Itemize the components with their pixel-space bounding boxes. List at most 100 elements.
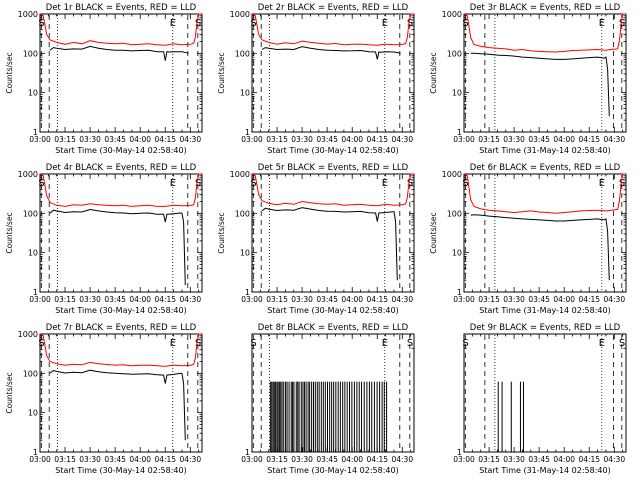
x-axis-label: Start Time (30-May-14 02:58:40) <box>55 146 186 155</box>
panel-det-2: Det 2r BLACK = Events, RED = LLD 1 10 100 10… <box>217 3 415 155</box>
panel-det-5: Det 5r BLACK = Events, RED = LLD 1 10 100 10… <box>217 163 415 315</box>
x-tick-label: 03:00 <box>453 455 475 464</box>
x-tick-label: 04:15 <box>578 135 600 144</box>
x-tick-label: 03:45 <box>316 295 338 304</box>
y-tick-label: 1000 <box>442 170 462 179</box>
panel-title: Det 9r BLACK = Events, RED = LLD <box>470 323 621 333</box>
marker-label: S <box>38 338 44 349</box>
y-tick-label: 100 <box>447 209 462 218</box>
series-lld-red <box>39 173 202 207</box>
marker-label: S <box>250 178 256 189</box>
panel-det-3: Det 3r BLACK = Events, RED = LLD 1 10 100 10… <box>429 3 627 155</box>
y-tick-label: 1 <box>457 128 462 137</box>
y-tick-label: 1 <box>245 288 250 297</box>
x-tick-label: 04:30 <box>391 295 413 304</box>
panel-det-4: Det 4r BLACK = Events, RED = LLD 1 10 100 10… <box>5 163 203 315</box>
x-tick-label: 03:30 <box>503 135 525 144</box>
series-lld-red <box>251 13 414 46</box>
y-tick-label: 10 <box>28 89 38 98</box>
x-tick-label: 03:45 <box>316 455 338 464</box>
x-tick-label: 03:45 <box>104 295 126 304</box>
y-tick-label: 1 <box>457 288 462 297</box>
x-tick-label: 04:15 <box>578 455 600 464</box>
x-tick-label: 04:00 <box>341 135 363 144</box>
x-tick-label: 03:15 <box>54 455 76 464</box>
x-tick-label: 04:30 <box>603 455 625 464</box>
y-tick-label: 1 <box>33 448 38 457</box>
y-tick-label: 10 <box>28 249 38 258</box>
y-tick-label: 10 <box>240 89 250 98</box>
x-tick-label: 04:00 <box>129 455 151 464</box>
panel-det-6: Det 6r BLACK = Events, RED = LLD 1 10 100 10… <box>429 163 627 315</box>
series-lld-red <box>251 173 414 207</box>
x-axis-label: Start Time (30-May-14 02:58:40) <box>55 306 186 315</box>
plot-frame <box>251 13 415 133</box>
x-tick-label: 03:45 <box>104 455 126 464</box>
marker-label: S <box>38 178 44 189</box>
series-events-black <box>470 52 610 117</box>
y-tick-label: 10 <box>452 249 462 258</box>
y-tick-label: 1000 <box>18 330 38 339</box>
x-axis-label: Start Time (30-May-14 02:58:40) <box>267 306 398 315</box>
y-tick-label: 1000 <box>230 170 250 179</box>
panel-title: Det 4r BLACK = Events, RED = LLD <box>46 163 197 173</box>
y-tick-label: 1000 <box>442 10 462 19</box>
y-tick-label: 1 <box>33 128 38 137</box>
marker-label: E <box>599 178 605 189</box>
y-tick-label: 100 <box>23 369 38 378</box>
panel-det-9: Det 9r BLACK = Events, RED = LLD 103:00 03… <box>453 323 627 475</box>
y-tick-label: 1 <box>457 448 462 457</box>
marker-label: S <box>619 18 625 29</box>
x-tick-label: 03:30 <box>79 455 101 464</box>
x-tick-label: 04:30 <box>603 295 625 304</box>
series-lld-red <box>39 13 202 46</box>
y-tick-label: 100 <box>23 209 38 218</box>
x-tick-label: 03:45 <box>104 135 126 144</box>
panel-title: Det 3r BLACK = Events, RED = LLD <box>470 3 621 13</box>
marker-label: S <box>619 178 625 189</box>
x-axis-label: Start Time (30-May-14 02:58:40) <box>267 146 398 155</box>
marker-label: S <box>250 338 256 349</box>
y-axis-label: Counts/sec <box>429 52 438 93</box>
marker-label: S <box>407 338 413 349</box>
series-events-black <box>261 207 398 281</box>
panel-det-1: Det 1r BLACK = Events, RED = LLD 1 10 100 10… <box>5 3 203 155</box>
panel-title: Det 2r BLACK = Events, RED = LLD <box>258 3 409 13</box>
x-tick-label: 04:30 <box>603 135 625 144</box>
y-axis-label: Counts/sec <box>217 212 226 253</box>
y-tick-label: 100 <box>235 49 250 58</box>
y-tick-label: 1 <box>245 128 250 137</box>
x-tick-label: 04:30 <box>179 135 201 144</box>
y-tick-label: 10 <box>240 249 250 258</box>
panel-title: Det 8r BLACK = Events, RED = LLD <box>258 323 409 333</box>
x-tick-label: 04:30 <box>391 455 413 464</box>
x-tick-label: 03:15 <box>54 135 76 144</box>
x-tick-label: 03:00 <box>29 455 51 464</box>
marker-label: E <box>170 178 176 189</box>
x-tick-label: 03:00 <box>453 135 475 144</box>
x-tick-label: 03:00 <box>241 295 263 304</box>
x-tick-label: 03:45 <box>528 135 550 144</box>
marker-label: S <box>462 18 468 29</box>
x-tick-label: 04:00 <box>553 455 575 464</box>
y-tick-label: 1 <box>245 448 250 457</box>
x-tick-label: 03:30 <box>79 135 101 144</box>
x-tick-label: 04:15 <box>366 455 388 464</box>
y-tick-label: 1000 <box>230 10 250 19</box>
x-tick-label: 03:30 <box>291 455 313 464</box>
x-tick-label: 04:00 <box>129 295 151 304</box>
plot-frame <box>251 173 415 293</box>
x-tick-label: 03:00 <box>29 295 51 304</box>
x-tick-label: 03:15 <box>54 295 76 304</box>
x-tick-label: 04:15 <box>366 295 388 304</box>
x-tick-label: 03:30 <box>503 455 525 464</box>
marker-label: E <box>170 18 176 29</box>
plot-frame <box>39 333 203 453</box>
marker-label: E <box>382 178 388 189</box>
y-tick-label: 100 <box>447 49 462 58</box>
y-tick-label: 1 <box>33 288 38 297</box>
y-tick-label: 1000 <box>18 170 38 179</box>
plot-frame <box>251 333 415 453</box>
marker-label: S <box>462 338 468 349</box>
